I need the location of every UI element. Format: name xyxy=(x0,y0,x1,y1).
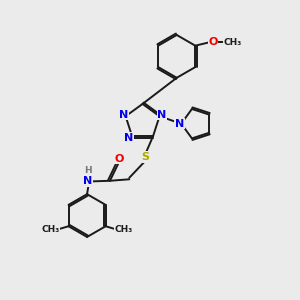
Text: S: S xyxy=(142,152,150,162)
Text: N: N xyxy=(157,110,167,120)
Text: CH₃: CH₃ xyxy=(223,38,242,46)
Text: CH₃: CH₃ xyxy=(114,225,133,234)
Text: O: O xyxy=(208,37,218,47)
Text: N: N xyxy=(175,119,184,129)
Text: N: N xyxy=(83,176,93,186)
Text: CH₃: CH₃ xyxy=(42,225,60,234)
Text: H: H xyxy=(84,167,92,176)
Text: N: N xyxy=(118,110,128,120)
Text: N: N xyxy=(124,133,133,143)
Text: O: O xyxy=(114,154,124,164)
